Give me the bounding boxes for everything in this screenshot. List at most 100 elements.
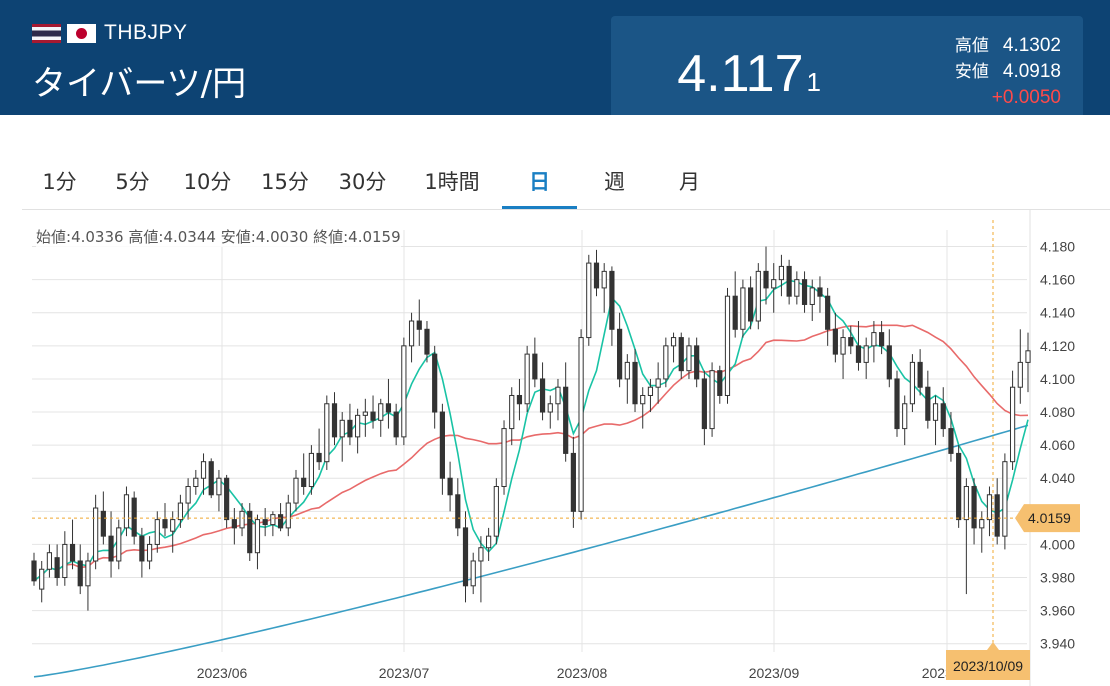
candle-body	[208, 461, 214, 496]
candle-body	[247, 510, 253, 554]
candle-body	[293, 477, 299, 504]
candle-body	[93, 507, 99, 562]
candle-body	[370, 411, 376, 421]
x-tick-label: 2023/07	[379, 665, 430, 681]
candle-body	[817, 287, 823, 297]
tab-2[interactable]: 10分	[183, 170, 232, 194]
y-tick-label: 4.040	[1040, 470, 1075, 486]
candle-body	[570, 452, 576, 512]
candle-body	[185, 486, 191, 504]
tab-1[interactable]: 5分	[115, 170, 150, 194]
candle-body	[447, 477, 453, 496]
tab-6[interactable]: 日	[502, 150, 577, 210]
tab-7[interactable]: 週	[604, 170, 625, 194]
candle-body	[77, 560, 83, 587]
candle-body	[131, 497, 137, 537]
chart-svg[interactable]: 4.180 4.160 4.140 4.120 4.100 4.080 4.060 4.040…	[22, 210, 1110, 686]
candle-body	[986, 494, 993, 521]
candle-body	[963, 486, 969, 521]
candle-body	[46, 552, 53, 570]
candle-body	[362, 411, 368, 416]
candle-body	[262, 519, 268, 526]
candle-body	[416, 320, 422, 330]
candle-body	[347, 419, 353, 438]
candle-body	[640, 394, 646, 405]
candle-body	[509, 394, 515, 430]
tab-3[interactable]: 15分	[261, 170, 309, 194]
tab-0[interactable]: 1分	[42, 170, 77, 194]
candle-body	[516, 394, 523, 405]
y-tick-label: 4.160	[1040, 272, 1075, 288]
candle-body	[886, 345, 892, 380]
candle-body	[31, 560, 37, 582]
ohlc-close: 4.0159	[348, 228, 401, 246]
pair-code: THBJPY	[104, 21, 188, 44]
candle-body	[801, 279, 808, 305]
candle-body	[146, 543, 153, 562]
candle-body	[848, 337, 854, 347]
candle-body	[624, 361, 630, 380]
candle-body	[956, 452, 962, 521]
y-tick-label: 4.060	[1040, 437, 1075, 453]
candle-body	[493, 486, 499, 537]
candle-body	[331, 403, 338, 438]
candle-body	[478, 547, 484, 562]
crosshair-price-label-bg	[1015, 504, 1080, 533]
tab-4[interactable]: 30分	[338, 170, 387, 194]
candle-body	[539, 378, 546, 413]
y-tick-label: 4.000	[1040, 536, 1075, 552]
candle-body	[355, 414, 361, 438]
ohlc-high: 4.0344	[163, 228, 216, 246]
y-tick-label: 4.100	[1040, 371, 1075, 387]
ohlc-close-label: 終値	[313, 228, 344, 246]
candle-body	[740, 287, 746, 330]
candlestick-chart[interactable]: 4.180 4.160 4.140 4.120 4.100 4.080 4.060 4.040…	[22, 210, 1110, 686]
candle-body	[69, 543, 76, 562]
candle-body	[709, 370, 715, 430]
y-tick-label: 4.180	[1040, 239, 1075, 255]
candle-body	[578, 337, 584, 512]
low-value: 4.0918	[1002, 61, 1061, 82]
candle-body	[162, 519, 168, 529]
candle-body	[393, 411, 399, 438]
candle-body	[378, 403, 384, 421]
y-tick-label: 3.940	[1040, 636, 1075, 652]
candle-body	[170, 519, 176, 532]
candle-body	[794, 279, 800, 297]
candle-body	[678, 337, 684, 372]
tab-8[interactable]: 月	[679, 170, 700, 194]
candle-body	[601, 270, 607, 289]
flag-japan-icon	[67, 23, 96, 43]
candle-body	[501, 428, 507, 488]
candle-body	[239, 510, 245, 529]
tab-5[interactable]: 1時間	[424, 170, 480, 194]
high-value: 4.1302	[1002, 35, 1061, 56]
candle-body	[748, 287, 754, 322]
candle-body	[809, 287, 815, 305]
ohlc-low-label: 安値	[220, 228, 251, 246]
crosshair-date-label: 2023/10/09	[953, 658, 1023, 674]
candles	[31, 246, 1031, 611]
candle-body	[563, 386, 569, 454]
current-price-main: 4.117	[677, 45, 804, 103]
timeframe-tabs: 1分 5分 10分 15分 30分 1時間日 週 月	[22, 150, 727, 210]
candle-body	[1002, 461, 1008, 537]
candle-body	[686, 345, 692, 372]
candle-body	[231, 519, 237, 529]
candle-body	[408, 320, 415, 347]
candle-body	[593, 262, 600, 289]
candle-body	[917, 361, 923, 388]
candle-body	[254, 519, 261, 554]
candle-body	[948, 428, 954, 454]
current-price-last-digit: 1	[806, 67, 821, 97]
candle-body	[62, 543, 68, 579]
ma-short-line	[33, 279, 1029, 582]
x-tick-label: 2023/06	[197, 665, 248, 681]
candle-body	[108, 535, 114, 562]
candle-body	[871, 332, 877, 347]
candle-body	[609, 270, 615, 330]
ohlc-open: 4.0336	[71, 228, 124, 246]
y-tick-label: 3.960	[1040, 603, 1075, 619]
candle-body	[717, 370, 723, 396]
candle-body	[979, 519, 985, 529]
